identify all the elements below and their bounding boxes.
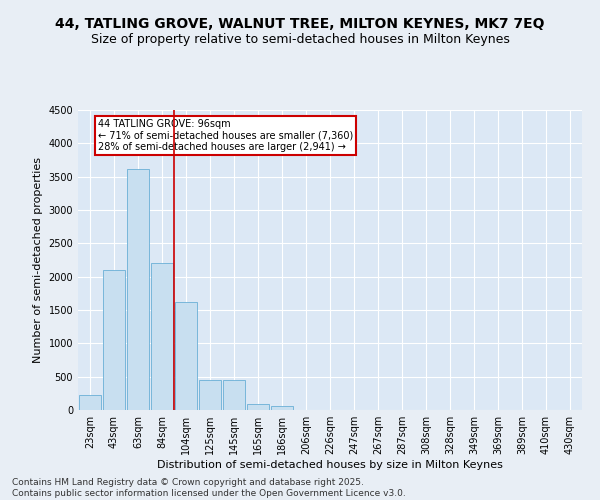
X-axis label: Distribution of semi-detached houses by size in Milton Keynes: Distribution of semi-detached houses by … <box>157 460 503 470</box>
Bar <box>79 394 101 410</box>
Bar <box>151 264 173 410</box>
Bar <box>175 302 197 410</box>
Text: 44, TATLING GROVE, WALNUT TREE, MILTON KEYNES, MK7 7EQ: 44, TATLING GROVE, WALNUT TREE, MILTON K… <box>55 18 545 32</box>
Bar <box>271 406 293 410</box>
Text: Contains HM Land Registry data © Crown copyright and database right 2025.
Contai: Contains HM Land Registry data © Crown c… <box>12 478 406 498</box>
Y-axis label: Number of semi-detached properties: Number of semi-detached properties <box>33 157 43 363</box>
Text: 44 TATLING GROVE: 96sqm
← 71% of semi-detached houses are smaller (7,360)
28% of: 44 TATLING GROVE: 96sqm ← 71% of semi-de… <box>98 119 353 152</box>
Bar <box>223 380 245 410</box>
Text: Size of property relative to semi-detached houses in Milton Keynes: Size of property relative to semi-detach… <box>91 32 509 46</box>
Bar <box>199 380 221 410</box>
Bar <box>103 270 125 410</box>
Bar <box>247 404 269 410</box>
Bar <box>127 168 149 410</box>
